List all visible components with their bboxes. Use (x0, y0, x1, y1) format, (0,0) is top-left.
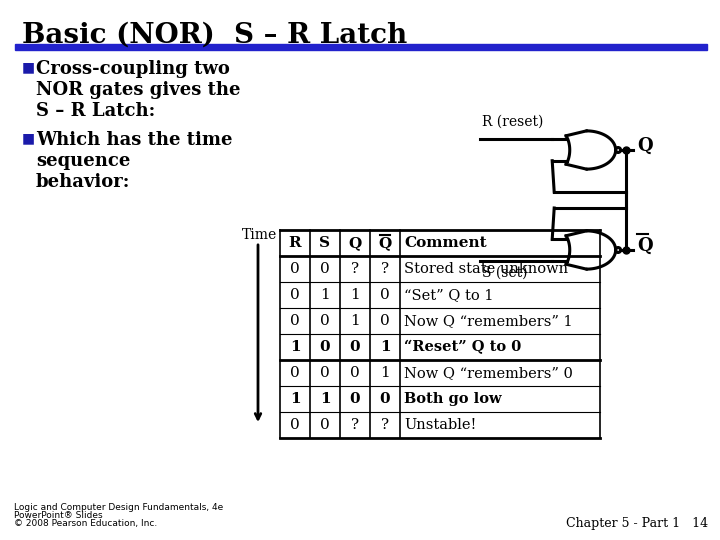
Text: 0: 0 (379, 392, 390, 406)
Text: 0: 0 (320, 366, 330, 380)
Text: “Reset” Q to 0: “Reset” Q to 0 (404, 340, 521, 354)
Text: 0: 0 (380, 314, 390, 328)
Text: “Set” Q to 1: “Set” Q to 1 (404, 288, 493, 302)
Text: 0: 0 (350, 340, 360, 354)
Text: Q: Q (637, 137, 653, 155)
Text: 1: 1 (380, 366, 390, 380)
Text: 1: 1 (320, 392, 330, 406)
Text: S: S (320, 236, 330, 250)
Text: Now Q “remembers” 0: Now Q “remembers” 0 (404, 366, 573, 380)
Text: Unstable!: Unstable! (404, 418, 477, 432)
Text: S – R Latch:: S – R Latch: (36, 102, 156, 120)
Text: Stored state unknown: Stored state unknown (404, 262, 568, 276)
Text: 1: 1 (289, 392, 300, 406)
Text: 0: 0 (320, 418, 330, 432)
Text: © 2008 Pearson Education, Inc.: © 2008 Pearson Education, Inc. (14, 519, 157, 528)
Text: 0: 0 (290, 288, 300, 302)
Text: ?: ? (351, 418, 359, 432)
Text: sequence: sequence (36, 152, 130, 171)
Text: Q: Q (637, 237, 653, 255)
Text: 1: 1 (350, 288, 360, 302)
Text: 0: 0 (350, 392, 360, 406)
Text: Basic (NOR)  S – R Latch: Basic (NOR) S – R Latch (22, 22, 408, 49)
Text: 0: 0 (380, 288, 390, 302)
Text: Q: Q (348, 236, 361, 250)
Text: Cross-coupling two: Cross-coupling two (36, 60, 230, 78)
Text: ?: ? (381, 418, 389, 432)
Text: 1: 1 (320, 288, 330, 302)
Text: 0: 0 (290, 262, 300, 276)
Text: Both go low: Both go low (404, 392, 502, 406)
Text: PowerPoint® Slides: PowerPoint® Slides (14, 511, 103, 520)
Text: ?: ? (351, 262, 359, 276)
Text: Chapter 5 - Part 1   14: Chapter 5 - Part 1 14 (566, 517, 708, 530)
Text: Logic and Computer Design Fundamentals, 4e: Logic and Computer Design Fundamentals, … (14, 503, 223, 512)
Text: 0: 0 (290, 366, 300, 380)
Text: Now Q “remembers” 1: Now Q “remembers” 1 (404, 314, 572, 328)
Text: 1: 1 (289, 340, 300, 354)
Bar (15, 44, 707, 50)
Text: R (reset): R (reset) (482, 115, 544, 129)
Text: 0: 0 (320, 314, 330, 328)
Text: ■: ■ (22, 131, 35, 145)
Text: NOR gates gives the: NOR gates gives the (36, 81, 240, 99)
Text: 0: 0 (290, 418, 300, 432)
Text: 1: 1 (350, 314, 360, 328)
Text: Which has the time: Which has the time (36, 131, 233, 150)
Text: Q: Q (379, 236, 392, 250)
Text: 1: 1 (379, 340, 390, 354)
Text: behavior:: behavior: (36, 173, 130, 191)
Text: 0: 0 (350, 366, 360, 380)
Text: ?: ? (381, 262, 389, 276)
Text: ■: ■ (22, 60, 35, 74)
Text: 0: 0 (320, 340, 330, 354)
Text: 0: 0 (320, 262, 330, 276)
Text: Comment: Comment (404, 236, 487, 250)
Text: R: R (289, 236, 301, 250)
Text: Time: Time (242, 228, 277, 242)
Text: S (set): S (set) (482, 266, 528, 280)
Text: 0: 0 (290, 314, 300, 328)
